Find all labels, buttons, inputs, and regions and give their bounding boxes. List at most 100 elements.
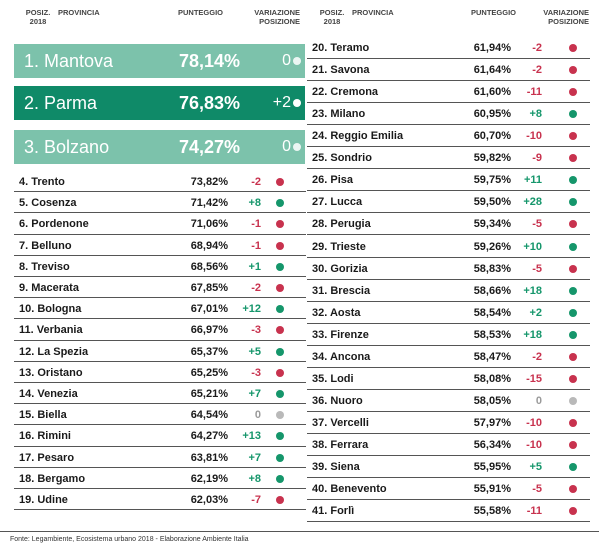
position-label: 27. (312, 196, 328, 209)
province-name: 39. Siena (312, 461, 360, 473)
position-label: 17. (19, 451, 35, 464)
position-label: 7. (19, 239, 29, 252)
position-label: 3. (24, 136, 40, 157)
score-value: 57,97% (473, 416, 511, 429)
trend-down-icon (569, 154, 577, 163)
position-change: +2 (272, 94, 291, 111)
score-value: 67,01% (190, 303, 228, 316)
score-value: 55,95% (473, 460, 511, 473)
province-name: 35. Lodi (312, 373, 354, 385)
province-label: Pesaro (37, 451, 75, 464)
score-value: 59,34% (473, 218, 511, 231)
trend-up-icon (569, 462, 577, 471)
trend-down-icon (569, 264, 577, 273)
trend-up-icon (276, 199, 284, 208)
table-row: 39. Siena 55,95% +5 (307, 456, 590, 478)
score-value: 60,70% (473, 130, 511, 143)
score-value: 78,14% (178, 50, 240, 71)
province-label: Teramo (330, 42, 370, 54)
province-name: 41. Forlì (312, 505, 354, 517)
province-label: Trieste (330, 240, 366, 253)
score-value: 58,83% (473, 262, 511, 275)
province-name: 3. Bolzano (24, 137, 109, 158)
score-value: 58,05% (473, 394, 511, 407)
table-row: 29. Trieste 59,26% +10 (307, 236, 590, 258)
table-row: 16. Rimini 64,27% +13 (14, 425, 306, 447)
province-label: Reggio Emilia (330, 130, 404, 143)
position-change: -5 (532, 483, 542, 495)
position-label: 20. (312, 42, 328, 54)
score-value: 58,53% (473, 328, 511, 341)
score-value: 61,60% (473, 86, 511, 99)
trend-up-icon (569, 308, 577, 317)
score-value: 66,97% (190, 324, 228, 337)
trend-up-icon (276, 262, 284, 271)
position-label: 28. (312, 218, 328, 231)
score-value: 65,21% (190, 388, 228, 400)
position-change: -10 (526, 130, 542, 143)
province-label: Nuoro (330, 394, 363, 407)
province-name: 17. Pesaro (19, 452, 74, 464)
table-row: 10. Bologna 67,01% +12 (14, 298, 306, 320)
trend-up-icon (276, 453, 284, 462)
source-note: Fonte: Legambiente, Ecosistema urbano 20… (10, 536, 249, 543)
position-change: -11 (526, 505, 542, 518)
position-label: 24. (312, 130, 328, 143)
table-row: 34. Ancona 58,47% -2 (307, 346, 590, 368)
province-name: 4. Trento (19, 176, 65, 188)
position-change: +8 (248, 472, 261, 485)
table-row: 17. Pesaro 63,81% +7 (14, 447, 306, 468)
trend-down-icon (569, 66, 577, 74)
table-row: 23. Milano 60,95% +8 (307, 103, 590, 126)
province-label: Firenze (330, 328, 369, 341)
province-name: 5. Cosenza (19, 197, 77, 209)
province-name: 14. Venezia (19, 388, 78, 400)
province-name: 31. Brescia (312, 285, 370, 297)
province-name: 15. Biella (19, 409, 67, 421)
trend-down-icon (276, 368, 284, 377)
position-label: 6. (19, 218, 29, 231)
trend-down-icon (276, 284, 284, 292)
position-change: +2 (529, 306, 542, 319)
trend-down-icon (569, 418, 577, 427)
position-change: -2 (532, 350, 542, 363)
position-change: -10 (526, 416, 542, 429)
trend-same-icon (293, 143, 301, 151)
province-label: Savona (330, 64, 370, 76)
position-change: -2 (251, 282, 261, 294)
position-change: -2 (251, 176, 261, 188)
table-row: 24. Reggio Emilia 60,70% -10 (307, 125, 590, 148)
header-score: PUNTEGGIO (178, 8, 224, 17)
province-label: Vercelli (330, 416, 369, 429)
table-row: 38. Ferrara 56,34% -10 (307, 434, 590, 456)
table-row: 30. Gorizia 58,83% -5 (307, 258, 590, 280)
province-name: 6. Pordenone (19, 218, 89, 230)
table-row: 18. Bergamo 62,19% +8 (14, 468, 306, 489)
province-label: Pisa (330, 174, 353, 187)
position-label: 12. (19, 345, 35, 358)
province-name: 19. Udine (19, 494, 68, 506)
province-label: Milano (330, 108, 366, 121)
province-name: 2. Parma (24, 93, 97, 114)
score-value: 61,64% (473, 64, 511, 76)
province-name: 26. Pisa (312, 174, 353, 186)
trend-down-icon (276, 178, 284, 186)
table-row: 22. Cremona 61,60% -11 (307, 81, 590, 104)
province-label: Cosenza (31, 197, 77, 210)
table-row: 21. Savona 61,64% -2 (307, 59, 590, 82)
top-rank-row: 2. Parma 76,83% +2 (14, 86, 305, 120)
position-label: 23. (312, 108, 328, 121)
province-name: 32. Aosta (312, 307, 361, 319)
score-value: 59,50% (473, 196, 511, 209)
province-name: 25. Sondrio (312, 152, 372, 164)
trend-up-icon (276, 390, 284, 398)
position-label: 39. (312, 460, 328, 473)
position-change: 0 (254, 409, 261, 422)
score-value: 62,03% (190, 494, 228, 506)
province-label: Belluno (31, 239, 72, 252)
position-change: +8 (529, 108, 542, 121)
position-change: +7 (248, 451, 261, 464)
position-label: 37. (312, 416, 328, 429)
trend-down-icon (569, 132, 577, 141)
position-change: +5 (248, 345, 261, 358)
